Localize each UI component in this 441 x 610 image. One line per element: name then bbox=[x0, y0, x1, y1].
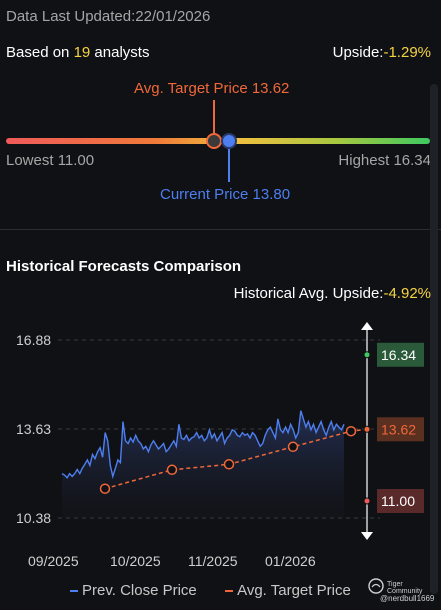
based-on-label: Based on bbox=[6, 44, 74, 61]
historical-upside: Historical Avg. Upside:-4.92% bbox=[234, 285, 431, 302]
forecast-dot bbox=[363, 351, 371, 359]
last-updated: Data Last Updated:22/01/2026 bbox=[6, 8, 210, 25]
avg-target-marker bbox=[206, 133, 222, 149]
target-price-point bbox=[166, 464, 178, 476]
avg-target-label: Avg. Target Price 13.62 bbox=[134, 80, 290, 97]
low-forecast-badge bbox=[377, 489, 424, 513]
forecast-dot bbox=[363, 497, 371, 505]
target-legend-swatch bbox=[225, 590, 234, 593]
y-tick-label: 13.63 bbox=[16, 421, 51, 437]
x-tick-label: 10/2025 bbox=[110, 553, 161, 569]
close-legend-swatch bbox=[70, 590, 78, 593]
watermark-brand: Tiger Community bbox=[387, 581, 423, 595]
analysts-label: analysts bbox=[90, 44, 150, 61]
last-updated-value: 22/01/2026 bbox=[135, 8, 211, 25]
upside-summary: Upside:-1.29% bbox=[333, 44, 431, 61]
range-top-arrow bbox=[361, 322, 373, 330]
x-tick-label: 09/2025 bbox=[28, 553, 79, 569]
price-range-bar bbox=[6, 100, 430, 182]
current-price-label: Current Price 13.80 bbox=[160, 186, 291, 203]
forecast-dot bbox=[363, 425, 371, 433]
target-price-point bbox=[287, 441, 299, 453]
scrollbar[interactable] bbox=[430, 84, 438, 594]
last-updated-label: Data Last Updated: bbox=[6, 8, 136, 25]
section-title: Historical Forecasts Comparison bbox=[6, 258, 242, 275]
target-price-point bbox=[223, 459, 235, 470]
lowest-label: Lowest 11.00 bbox=[6, 152, 95, 169]
tiger-logo-icon bbox=[368, 578, 384, 594]
high-forecast-badge-label: 16.34 bbox=[381, 347, 416, 363]
close-price-area bbox=[62, 410, 344, 518]
target-legend-label: Avg. Target Price bbox=[237, 582, 351, 599]
watermark-handle: @nerdbull1669 bbox=[380, 594, 435, 603]
historical-chart: 16.88 13.63 10.38 16.34 13.62 11.00 09/2025 10/… bbox=[16, 322, 424, 569]
analyst-summary: Based on 19 analysts bbox=[6, 44, 149, 61]
x-tick-label: 11/2025 bbox=[188, 553, 238, 569]
close-legend-label: Prev. Close Price bbox=[82, 582, 197, 599]
y-tick-label: 10.38 bbox=[16, 510, 51, 526]
watermark: Tiger Community @nerdbull1669 bbox=[368, 576, 438, 606]
x-tick-label: 01/2026 bbox=[265, 553, 316, 569]
historical-upside-value: -4.92% bbox=[383, 285, 431, 302]
upside-label: Upside: bbox=[332, 44, 384, 61]
legend: Prev. Close Price Avg. Target Price bbox=[70, 582, 351, 599]
low-forecast-badge-label: 11.00 bbox=[381, 493, 415, 509]
high-forecast-badge bbox=[377, 342, 424, 367]
section-divider bbox=[0, 229, 441, 230]
avg-forecast-badge bbox=[377, 417, 424, 442]
range-bottom-arrow bbox=[361, 532, 373, 540]
current-price-marker bbox=[221, 133, 237, 149]
target-price-point bbox=[345, 425, 357, 437]
analyst-count: 19 bbox=[73, 44, 91, 61]
close-price-line bbox=[61, 410, 345, 480]
avg-forecast-badge-label: 13.62 bbox=[381, 421, 416, 437]
y-tick-label: 16.88 bbox=[16, 332, 51, 348]
highest-label: Highest 16.34 bbox=[338, 152, 431, 169]
historical-upside-label: Historical Avg. Upside: bbox=[233, 285, 384, 302]
upside-value: -1.29% bbox=[383, 44, 431, 61]
target-price-point bbox=[99, 483, 111, 494]
